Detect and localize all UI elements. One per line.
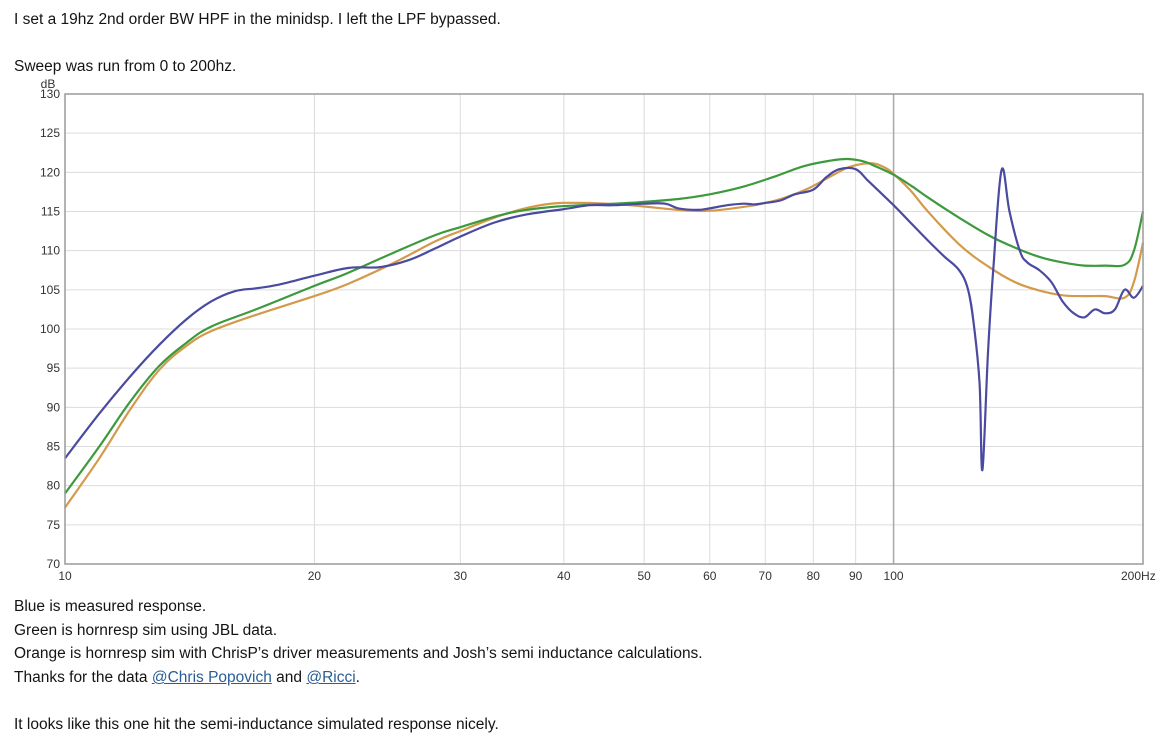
y-tick-label: 120 [40,165,60,179]
caption-green: Green is hornresp sim using JBL data. [14,622,278,639]
y-tick-label: 70 [47,557,61,571]
x-tick-label: 20 [308,569,322,583]
y-tick-label: 100 [40,322,60,336]
thanks-prefix: Thanks for the data [14,669,152,686]
x-tick-label: 60 [703,569,717,583]
blue-response-line [64,166,1144,472]
plot-frame [64,93,1144,565]
x-tick-label: 100 [884,569,904,583]
x-tick-label: 90 [849,569,863,583]
caption-blue: Blue is measured response. [14,598,207,615]
sweep-paragraph: Sweep was run from 0 to 200hz. [14,58,237,75]
y-tick-label: 95 [47,361,61,375]
y-tick-label: 85 [47,440,61,454]
frequency-response-chart: 70 75 80 85 90 95 100 105 110 115 120 125 130 10 20 30… [40,78,1156,583]
x-tick-label: 50 [637,569,651,583]
y-tick-label: 130 [40,87,60,101]
y-tick-label: 75 [47,518,61,532]
y-tick-label: 125 [40,126,60,140]
conclusion-paragraph: It looks like this one hit the semi-indu… [14,716,499,733]
x-tick-label: 70 [759,569,773,583]
caption-orange: Orange is hornresp sim with ChrisP’s dri… [14,645,703,662]
y-tick-label: 105 [40,283,60,297]
thanks-paragraph: Thanks for the data @Chris Popovich and … [14,668,360,687]
thanks-suffix: . [355,669,360,686]
x-tick-label: 30 [454,569,468,583]
y-tick-label: 90 [47,400,61,414]
y-tick-label: 80 [47,479,61,493]
mention-ricci[interactable]: @Ricci [306,669,356,686]
intro-paragraph: I set a 19hz 2nd order BW HPF in the min… [14,11,501,28]
thanks-middle: and [271,669,307,686]
x-tick-label: 10 [58,569,72,583]
x-tick-label: 200Hz [1121,569,1156,583]
y-tick-label: 115 [41,205,60,219]
green-response-line [64,157,1145,495]
y-tick-label: 110 [41,244,60,258]
mention-chris-popovich[interactable]: @Chris Popovich [151,669,272,686]
x-tick-label: 40 [557,569,571,583]
y-axis-label: dB [41,78,56,91]
x-tick-label: 80 [807,569,821,583]
